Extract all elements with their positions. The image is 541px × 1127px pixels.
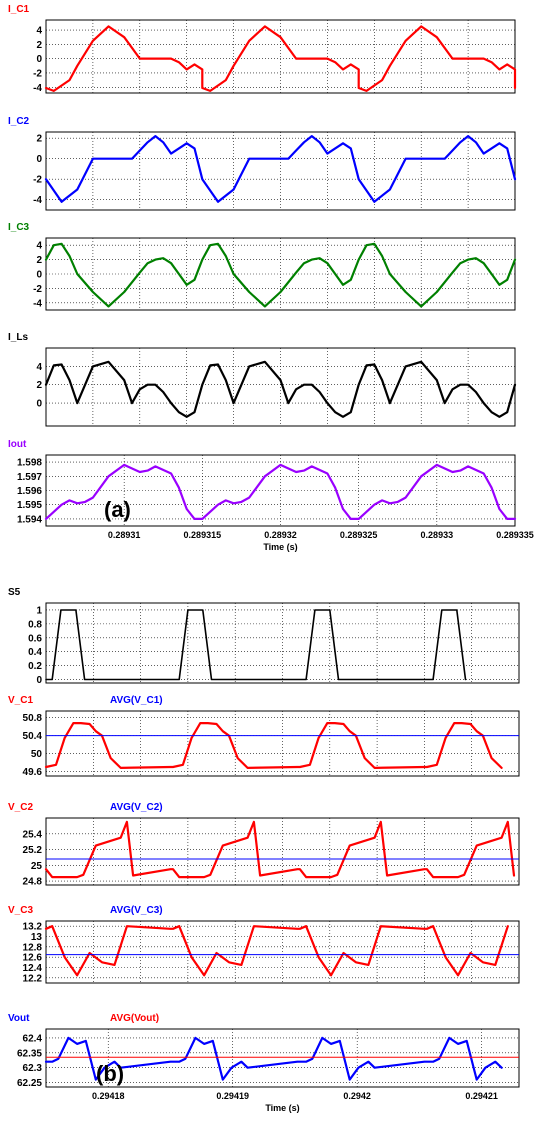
y-tick-label: 13.2: [23, 922, 43, 933]
y-tick-label: 49.6: [23, 767, 43, 778]
y-tick-label: 0: [36, 54, 42, 65]
plot-6: 49.6 50 50.4 50.8 V_C1 AVG(V_C1): [8, 695, 520, 778]
series-line: [44, 135, 517, 203]
x-axis-label: Time (s): [263, 542, 297, 552]
series-title: V_C3: [8, 905, 33, 916]
y-tick-label: 12.8: [23, 942, 43, 953]
series-line: [44, 1036, 503, 1081]
plot-4: 1.594 1.595 1.596 1.597 1.598 Iout 0.28931 0.28…: [8, 439, 534, 552]
y-tick-label: 0: [36, 399, 42, 410]
x-tick-label: 0.2942: [343, 1091, 371, 1101]
series-line: [44, 242, 517, 308]
y-tick-label: -2: [33, 68, 42, 79]
y-tick-label: 50: [31, 749, 43, 760]
series-line: [45, 609, 467, 681]
y-tick-label: 0.2: [28, 661, 42, 672]
y-tick-label: 62.4: [23, 1033, 43, 1044]
plot-1: -4 -2 0 2 I_C2: [8, 116, 517, 211]
y-tick-label: 1.596: [17, 486, 42, 497]
series-title: V_C2: [8, 802, 33, 813]
y-tick-label: 0.4: [28, 647, 42, 658]
plot-9: 62.25 62.3 62.35 62.4 Vout AVG(Vout) 0.29418 0.…: [8, 1013, 520, 1113]
y-tick-label: -2: [33, 175, 42, 186]
x-tick-label: 0.28932: [264, 530, 297, 540]
plot-0: -4 -2 0 2 4 I_C1: [8, 4, 517, 94]
series-title: AVG(Vout): [110, 1013, 159, 1024]
y-tick-label: 13: [31, 932, 43, 943]
y-tick-label: 4: [36, 26, 42, 37]
plot-3: 0 2 4 I_Ls: [8, 332, 517, 427]
x-tick-label: 0.28933: [421, 530, 454, 540]
x-tick-label: 0.29419: [216, 1091, 249, 1101]
y-tick-label: 12.6: [23, 953, 43, 964]
series-title: Vout: [8, 1013, 30, 1024]
y-tick-label: 0: [36, 675, 42, 686]
series-title: V_C1: [8, 695, 33, 706]
y-tick-label: 2: [36, 255, 42, 266]
panel-label: (a): [104, 497, 131, 522]
x-tick-label: 0.289325: [340, 530, 378, 540]
y-tick-label: 4: [36, 241, 42, 252]
x-tick-label: 0.289315: [184, 530, 222, 540]
x-axis-label: Time (s): [265, 1103, 299, 1113]
series-title: I_C1: [8, 4, 30, 15]
y-tick-label: 1.594: [17, 514, 42, 525]
y-tick-label: -4: [33, 298, 42, 309]
y-tick-label: 2: [36, 134, 42, 145]
y-tick-label: 50.4: [23, 731, 43, 742]
y-tick-label: 25.4: [23, 829, 43, 840]
y-tick-label: 0.6: [28, 633, 42, 644]
x-tick-label: 0.29421: [465, 1091, 498, 1101]
series-title: I_C2: [8, 116, 30, 127]
series-line: [44, 820, 516, 879]
series-title: AVG(V_C3): [110, 905, 163, 916]
series-title: I_Ls: [8, 332, 28, 343]
y-tick-label: 2: [36, 380, 42, 391]
plot-7: 24.8 25 25.2 25.4 V_C2 AVG(V_C2): [8, 802, 520, 888]
x-tick-label: 0.29418: [92, 1091, 125, 1101]
series-title: S5: [8, 587, 21, 598]
plot-2: -4 -2 0 2 4 I_C3: [8, 222, 517, 311]
y-tick-label: -2: [33, 284, 42, 295]
y-tick-label: 0.8: [28, 619, 42, 630]
y-tick-label: 62.3: [23, 1063, 43, 1074]
series-title: AVG(V_C1): [110, 695, 163, 706]
y-tick-label: 1.595: [17, 500, 42, 511]
y-tick-label: 0: [36, 154, 42, 165]
y-tick-label: -4: [33, 195, 42, 206]
y-tick-label: 12.2: [23, 973, 43, 984]
y-tick-label: 1.597: [17, 472, 42, 483]
y-tick-label: 25.2: [23, 845, 43, 856]
y-tick-label: 12.4: [23, 963, 43, 974]
x-tick-label: 0.289335: [496, 530, 534, 540]
y-tick-label: 1.598: [17, 458, 42, 469]
x-tick-label: 0.28931: [108, 530, 141, 540]
y-tick-label: 4: [36, 362, 42, 373]
plot-5: 0 0.2 0.4 0.6 0.8 1 S5: [8, 587, 520, 686]
series-title: Iout: [8, 439, 27, 450]
y-tick-label: 25: [31, 861, 43, 872]
plot-frame: [45, 1028, 520, 1088]
y-tick-label: 2: [36, 40, 42, 51]
series-title: AVG(V_C2): [110, 802, 163, 813]
y-tick-label: 50.8: [23, 713, 43, 724]
series-title: I_C3: [8, 222, 30, 233]
y-tick-label: 1: [36, 605, 42, 616]
panel-label: (b): [96, 1061, 124, 1086]
series-line: [44, 925, 509, 977]
series-line: [44, 25, 517, 93]
series-line: [44, 463, 517, 521]
y-tick-label: -4: [33, 83, 42, 94]
y-tick-label: 62.25: [17, 1078, 42, 1089]
series-line: [44, 360, 517, 418]
series-line: [44, 721, 503, 770]
y-tick-label: 62.35: [17, 1048, 42, 1059]
y-tick-label: 0: [36, 270, 42, 281]
y-tick-label: 24.8: [23, 877, 43, 888]
